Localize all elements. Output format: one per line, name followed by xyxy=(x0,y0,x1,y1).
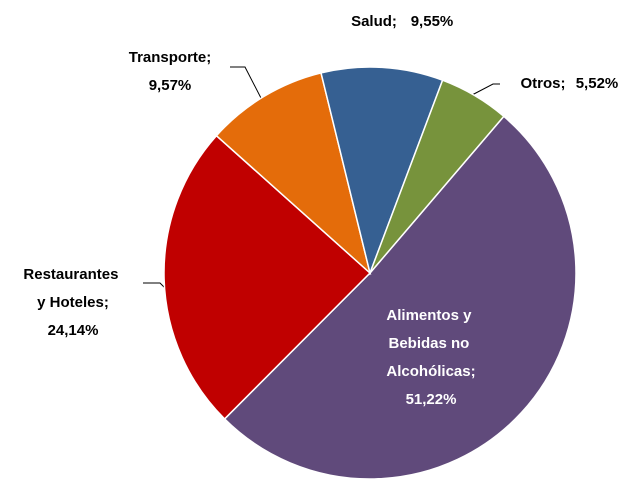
pie-slice xyxy=(320,66,444,276)
category-label-line: Bebidas no xyxy=(388,335,473,352)
category-label-line: y Hoteles; xyxy=(37,294,109,311)
leader-line xyxy=(471,83,500,96)
data-label: 5,52% xyxy=(576,75,619,92)
pie-slice xyxy=(223,115,577,480)
leader-line xyxy=(230,66,263,101)
data-label: 9,57% xyxy=(149,77,192,94)
category-label: Transporte; xyxy=(129,49,212,66)
category-label: Otros; xyxy=(521,75,566,92)
pie-slice xyxy=(369,79,505,274)
category-label-line: Restaurantes xyxy=(23,266,122,283)
category-label: Alimentos y Bebidas no Alcohólicas; xyxy=(386,307,475,380)
data-label: 9,55% xyxy=(411,13,454,30)
data-label: 24,14% xyxy=(48,322,99,339)
data-label: 51,22% xyxy=(406,391,457,408)
category-label-line: Alimentos y xyxy=(386,307,475,324)
category-label: Restaurantes y Hoteles; xyxy=(23,266,122,311)
pie-slice xyxy=(215,71,372,276)
category-label: Salud; xyxy=(351,13,397,30)
pie-slice xyxy=(163,134,372,420)
category-label-line: Alcohólicas; xyxy=(386,363,475,380)
